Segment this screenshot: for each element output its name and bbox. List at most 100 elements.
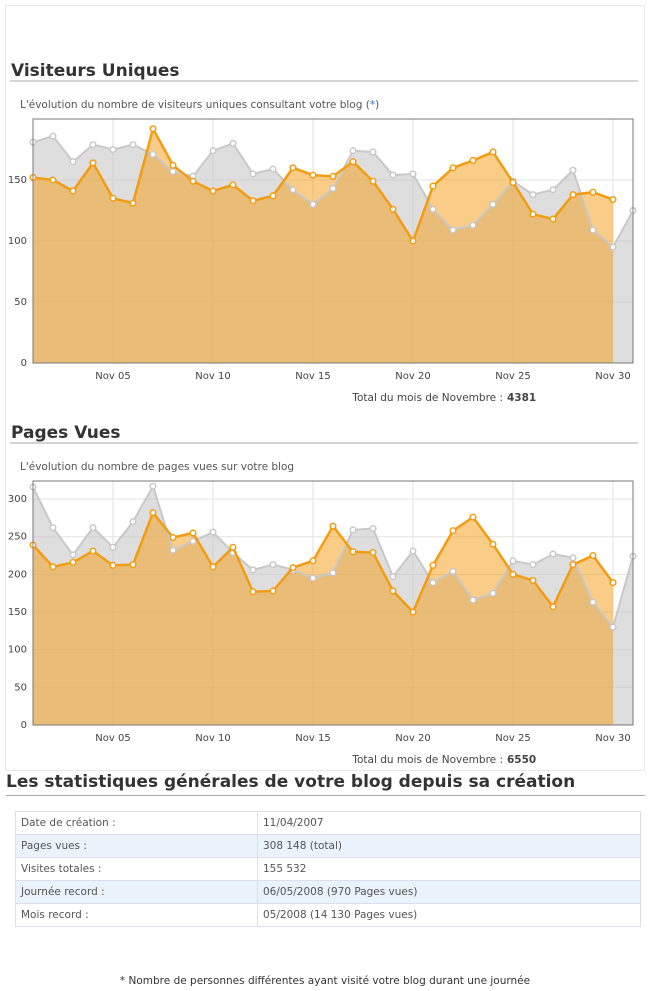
subtitle-text: L'évolution du nombre de pages vues sur …	[20, 461, 294, 473]
point	[389, 587, 397, 595]
x-tick-label: Nov 25	[495, 371, 530, 382]
stat-label: Date de création :	[15, 811, 258, 835]
point	[469, 596, 477, 604]
y-tick-label: 250	[8, 532, 27, 543]
point	[109, 543, 117, 551]
point	[309, 171, 317, 179]
point	[549, 186, 557, 194]
point	[309, 574, 317, 582]
point	[329, 522, 337, 530]
point	[389, 205, 397, 213]
point	[469, 156, 477, 165]
point	[609, 195, 617, 204]
point	[389, 573, 397, 581]
point	[509, 178, 517, 186]
point	[269, 165, 277, 173]
point	[249, 588, 257, 596]
point	[109, 145, 117, 154]
area	[33, 512, 613, 725]
point	[449, 164, 457, 172]
y-tick-label: 100	[8, 236, 27, 247]
point	[369, 148, 377, 156]
y-tick-label: 0	[21, 720, 27, 731]
point	[249, 170, 257, 178]
point	[329, 172, 337, 180]
point	[269, 192, 277, 200]
point	[189, 177, 197, 185]
total-label: Total du mois de Novembre :	[351, 392, 503, 404]
x-tick-label: Nov 20	[395, 733, 430, 744]
point	[229, 181, 237, 189]
stat-label: Journée record :	[15, 880, 258, 904]
x-tick-label: Nov 15	[295, 371, 330, 382]
point	[429, 205, 437, 213]
stat-value: 06/05/2008 (970 Pages vues)	[257, 880, 641, 904]
point	[169, 533, 177, 542]
stats-row: Date de création :11/04/2007	[15, 811, 641, 835]
point	[489, 589, 497, 597]
point	[269, 561, 277, 569]
y-tick-label: 50	[14, 682, 27, 693]
point	[109, 194, 117, 202]
subtitle-text: L'évolution du nombre de visiteurs uniqu…	[20, 99, 370, 111]
point	[169, 161, 177, 169]
point	[49, 563, 57, 571]
point	[69, 558, 77, 566]
point	[189, 529, 197, 537]
point	[69, 158, 77, 166]
point	[289, 564, 297, 572]
point	[249, 197, 257, 205]
chart-subtitle: L'évolution du nombre de pages vues sur …	[20, 461, 294, 473]
x-tick-label: Nov 10	[195, 733, 230, 744]
point	[349, 548, 357, 556]
point	[449, 226, 457, 234]
point	[569, 554, 577, 562]
point	[169, 546, 177, 554]
total-value: 4381	[507, 392, 536, 404]
point	[89, 547, 97, 555]
stat-label: Mois record :	[15, 903, 258, 927]
y-tick-label: 150	[8, 607, 27, 618]
x-tick-label: Nov 25	[495, 733, 530, 744]
x-tick-label: Nov 05	[95, 733, 130, 744]
plot-frame	[32, 480, 634, 726]
point	[49, 524, 57, 532]
x-tick-label: Nov 10	[195, 371, 230, 382]
point	[209, 147, 217, 155]
point	[549, 215, 557, 223]
point	[449, 527, 457, 535]
subtitle-text: )	[375, 99, 379, 111]
point	[529, 576, 537, 584]
stats-row: Mois record :05/2008 (14 130 Pages vues)	[15, 903, 641, 927]
point	[589, 598, 597, 606]
point	[589, 552, 597, 560]
stat-label: Pages vues :	[15, 834, 258, 858]
point	[409, 237, 417, 245]
stat-value: 11/04/2007	[257, 811, 641, 835]
point	[229, 543, 237, 551]
x-tick-label: Nov 20	[395, 371, 430, 382]
stats-table: Date de création :11/04/2007 Pages vues :…	[15, 811, 641, 927]
point	[289, 186, 297, 194]
section-title: Les statistiques générales de votre blog…	[6, 772, 645, 796]
chart-title: Pages Vues	[11, 423, 121, 443]
point	[409, 170, 417, 178]
point	[149, 150, 157, 158]
point	[369, 524, 377, 532]
stats-row: Pages vues :308 148 (total)	[15, 834, 641, 858]
chart-title: Visiteurs Uniques	[11, 61, 179, 81]
total-label: Total du mois de Novembre :	[351, 754, 503, 766]
point	[129, 199, 137, 207]
point	[149, 125, 157, 133]
point	[429, 182, 437, 190]
point	[529, 191, 537, 199]
point	[69, 551, 77, 559]
point	[289, 164, 297, 172]
point	[609, 579, 617, 587]
point	[149, 509, 157, 517]
footnote-marker: *	[370, 99, 375, 111]
stats-row: Visites totales :155 532	[15, 857, 641, 881]
y-tick-label: 300	[8, 494, 27, 505]
point	[449, 567, 457, 575]
